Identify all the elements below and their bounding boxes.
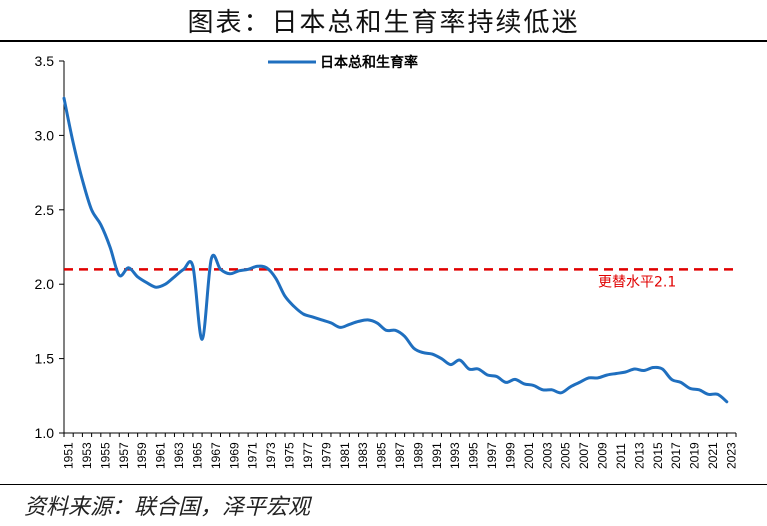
- x-tick-labels: 1951 1953 1955 1957 1959 1961 1963 1965 1967 1969…: [62, 433, 738, 469]
- x-tick-label: 1951: [62, 442, 76, 469]
- x-tick-label: 1979: [319, 442, 333, 469]
- fertility-chart: 1.01.52.02.53.03.5 1951 1953 1955 1957 1959 1…: [35, 53, 739, 469]
- axes-layer: [63, 61, 736, 434]
- y-tick-label: 2.0: [35, 276, 55, 292]
- bottom-rule: [0, 484, 767, 485]
- x-tick-label: 2013: [632, 442, 646, 469]
- x-tick-label: 2009: [596, 442, 610, 469]
- x-tick-label: 1993: [448, 442, 462, 469]
- y-tick-labels: 1.0 1.5 2.0 2.5 3.0 3.5: [35, 53, 64, 441]
- x-tick-label: 2003: [540, 442, 554, 469]
- x-tick-label: 1967: [209, 442, 223, 469]
- x-tick-label: 2005: [559, 442, 573, 469]
- x-tick-label: 2017: [669, 442, 683, 469]
- x-tick-label: 2015: [651, 442, 665, 469]
- x-tick-label: 1987: [393, 442, 407, 469]
- x-tick-label: 1999: [503, 442, 517, 469]
- x-tick-label: 1977: [301, 442, 315, 469]
- x-tick-label: 1971: [246, 442, 260, 469]
- x-tick-label: 1995: [467, 442, 481, 469]
- x-tick-label: 1969: [227, 442, 241, 469]
- x-tick-label: 1985: [375, 442, 389, 469]
- x-tick-label: 1965: [190, 442, 204, 469]
- legend: 日本总和生育率: [268, 54, 418, 71]
- y-tick-label: 3.5: [35, 53, 55, 69]
- x-tick-label: 2011: [614, 443, 628, 469]
- legend-label: 日本总和生育率: [320, 54, 418, 71]
- x-tick-label: 1959: [135, 442, 149, 469]
- y-tick-label: 1.5: [35, 351, 55, 367]
- x-tick-label: 2007: [577, 442, 591, 469]
- top-rule: [0, 40, 767, 42]
- page-title: 图表：日本总和生育率持续低迷: [187, 8, 580, 38]
- x-tick-label: 2001: [522, 442, 536, 469]
- x-tick-label: 2023: [724, 442, 738, 469]
- replacement-level-label: 更替水平2.1: [598, 274, 676, 290]
- x-tick-label: 1983: [356, 442, 370, 469]
- y-tick-label: 3.0: [35, 127, 55, 143]
- x-tick-label: 1991: [430, 442, 444, 469]
- x-tick-label: 1989: [411, 442, 425, 469]
- y-tick-label: 1.0: [35, 425, 55, 441]
- x-tick-label: 1961: [154, 442, 168, 469]
- x-tick-label: 2021: [706, 442, 720, 469]
- x-tick-label: 1997: [485, 442, 499, 469]
- x-tick-label: 2019: [688, 442, 702, 469]
- x-tick-label: 1963: [172, 442, 186, 469]
- source-note: 资料来源：联合国，泽平宏观: [24, 495, 311, 520]
- x-tick-label: 1975: [283, 442, 297, 469]
- x-tick-label: 1973: [264, 442, 278, 469]
- x-tick-label: 1955: [98, 442, 112, 469]
- x-tick-label: 1953: [80, 442, 94, 469]
- y-tick-label: 2.5: [35, 202, 55, 218]
- x-tick-label: 1981: [338, 442, 352, 469]
- x-tick-label: 1957: [117, 442, 131, 469]
- series-line-fertility-rate: [62, 96, 729, 404]
